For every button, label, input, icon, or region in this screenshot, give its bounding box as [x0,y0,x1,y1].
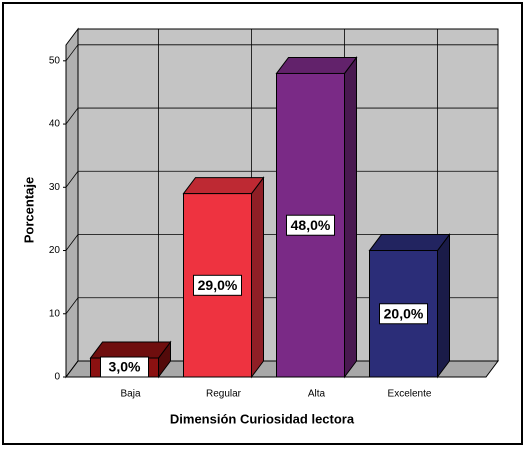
y-tick-label: 0 [54,372,60,383]
bar-top [89,341,172,359]
value-label: 48,0% [291,217,331,233]
bar-top [275,56,358,74]
grid-line [65,234,79,251]
bar-top [182,177,265,195]
y-tick-label: 50 [49,55,61,66]
bar-side [437,233,450,379]
y-tick-label: 40 [49,119,61,130]
grid-line [65,171,79,188]
grid-line [65,297,79,315]
y-tick-label: 10 [49,308,61,319]
value-label-box [379,303,428,325]
x-axis-title: Dimensión Curiosidad lectora [170,411,355,426]
x-tick-label: Regular [206,389,242,400]
y-axis-title: Porcentaje [21,177,36,243]
y-tick-label: 20 [49,245,61,256]
value-label-box [286,214,335,236]
value-label: 20,0% [384,305,424,321]
value-label: 3,0% [109,359,141,375]
grid-line [65,107,79,125]
bar-side [344,55,357,379]
value-label-box [193,274,242,296]
x-tick-label: Excelente [388,389,432,400]
x-tick-label: Baja [120,389,140,400]
bar-top [368,234,451,252]
side-wall [65,27,79,379]
grid-line [65,44,79,62]
x-tick-label: Alta [308,389,326,400]
value-label: 29,0% [198,277,238,293]
y-tick-label: 30 [49,182,61,193]
grid-line [65,360,79,378]
bar-side [251,176,264,379]
value-label-box [100,356,149,378]
